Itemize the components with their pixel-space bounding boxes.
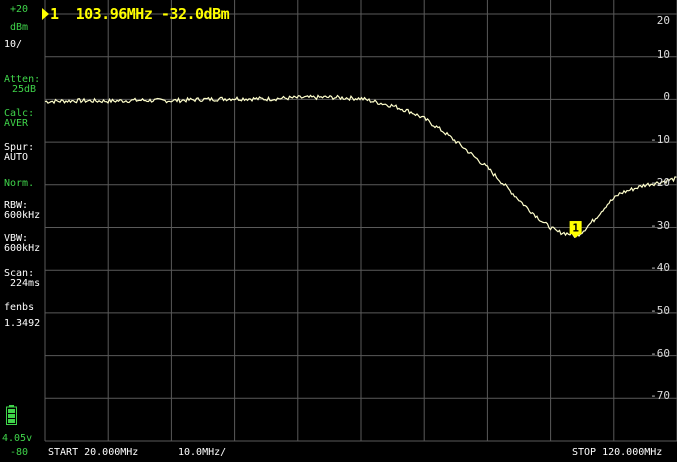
y-tick-label: -50 <box>650 303 670 317</box>
marker-frequency: 103.96MHz <box>75 5 153 23</box>
marker-layer: 1 <box>569 221 582 239</box>
marker-pointer <box>571 234 580 239</box>
y-tick-label: 20 <box>656 14 670 27</box>
spur-value: AUTO <box>4 152 29 163</box>
marker-triangle-icon <box>42 8 49 20</box>
rbw-value: 600kHz <box>4 210 41 221</box>
y-tick-label: -40 <box>650 261 670 275</box>
y-tick-label: -20 <box>650 175 670 189</box>
vbw-label[interactable]: VBW: <box>4 233 29 244</box>
custom-label[interactable]: fenbs <box>4 302 35 313</box>
stop-frequency[interactable]: STOP 120.000MHz <box>572 447 663 458</box>
battery-icon <box>6 405 17 425</box>
frequency-per-division[interactable]: 10.0MHz/ <box>178 447 227 458</box>
scan-label[interactable]: Scan: <box>4 268 35 279</box>
battery-voltage: 4.05v <box>2 433 33 444</box>
marker-readout: 1 103.96MHz -32.0dBm <box>42 5 230 23</box>
y-tick-label: -30 <box>650 218 670 232</box>
plot-grid <box>44 0 677 442</box>
unit-label[interactable]: dBm <box>10 22 29 33</box>
marker-index: 1 <box>50 5 59 23</box>
marker-level: -32.0dBm <box>160 5 230 23</box>
marker-box <box>569 221 582 235</box>
mode-label[interactable]: Norm. <box>4 178 35 189</box>
y-tick-label: 10 <box>656 47 670 61</box>
scale-label[interactable]: 10/ <box>4 39 23 50</box>
start-frequency[interactable]: START 20.000MHz <box>48 447 139 458</box>
custom-value: 1.3492 <box>4 318 41 329</box>
ref-level[interactable]: +20 <box>10 4 29 15</box>
y-tick-label: -70 <box>650 389 670 403</box>
calc-value: AVER <box>4 118 29 129</box>
y-tick-label: -10 <box>650 133 670 147</box>
scan-value: 224ms <box>10 278 41 289</box>
y-tick-label: -60 <box>650 346 670 360</box>
y-tick-label: 0 <box>663 90 670 104</box>
spur-label[interactable]: Spur: <box>4 142 35 153</box>
marker-label: 1 <box>572 222 579 235</box>
atten-value: 25dB <box>12 84 37 95</box>
atten-label[interactable]: Atten: <box>4 74 41 85</box>
bottom-level: -80 <box>10 447 29 458</box>
vbw-value: 600kHz <box>4 243 41 254</box>
rbw-label[interactable]: RBW: <box>4 200 29 211</box>
calc-label[interactable]: Calc: <box>4 108 35 119</box>
